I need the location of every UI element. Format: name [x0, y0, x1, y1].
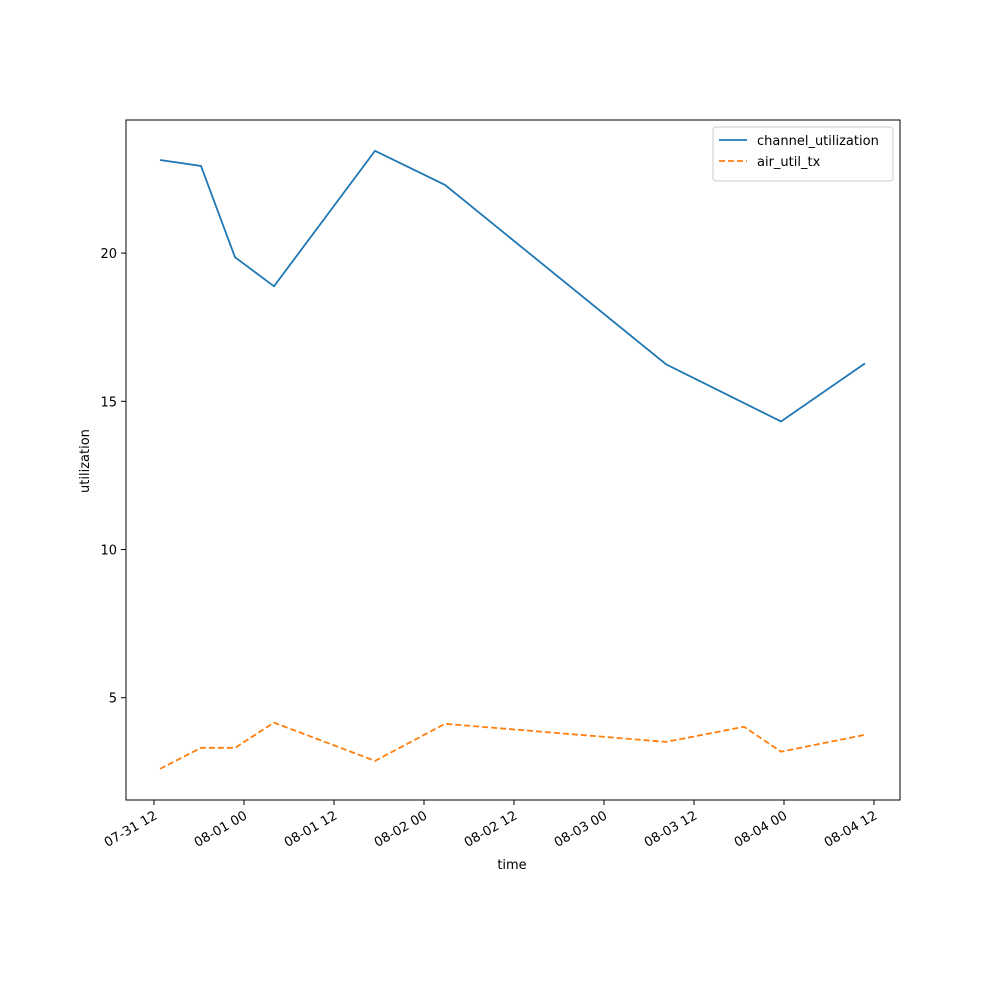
x-tick-label: 08-03 00: [552, 808, 610, 850]
legend: channel_utilization air_util_tx: [712, 126, 894, 182]
y-axis-label: utilization: [78, 429, 93, 493]
legend-label: air_util_tx: [757, 155, 821, 170]
legend-box: [712, 126, 894, 182]
y-tick-label: 5: [109, 692, 117, 707]
x-tick-label: 08-04 00: [732, 808, 790, 850]
line-series: [159, 721, 866, 770]
x-tick-label: 08-01 12: [282, 808, 340, 850]
x-tick-label: 08-02 12: [462, 808, 520, 850]
y-tick-label: 10: [100, 544, 117, 559]
x-tick-label: 08-03 12: [642, 808, 700, 850]
x-axis-label: time: [497, 858, 526, 873]
x-tick-label: 08-02 00: [372, 808, 430, 850]
legend-label: channel_utilization: [757, 134, 879, 149]
x-tick-label: 08-04 12: [822, 808, 880, 850]
x-tick-label: 08-01 00: [192, 808, 250, 850]
y-tick-label: 15: [100, 395, 117, 410]
line-series: [159, 149, 866, 423]
x-tick-label: 07-31 12: [102, 808, 160, 850]
plot-frame: [125, 119, 901, 801]
y-tick-label: 20: [100, 247, 117, 262]
